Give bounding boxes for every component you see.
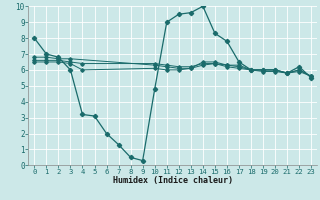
X-axis label: Humidex (Indice chaleur): Humidex (Indice chaleur) (113, 176, 233, 185)
